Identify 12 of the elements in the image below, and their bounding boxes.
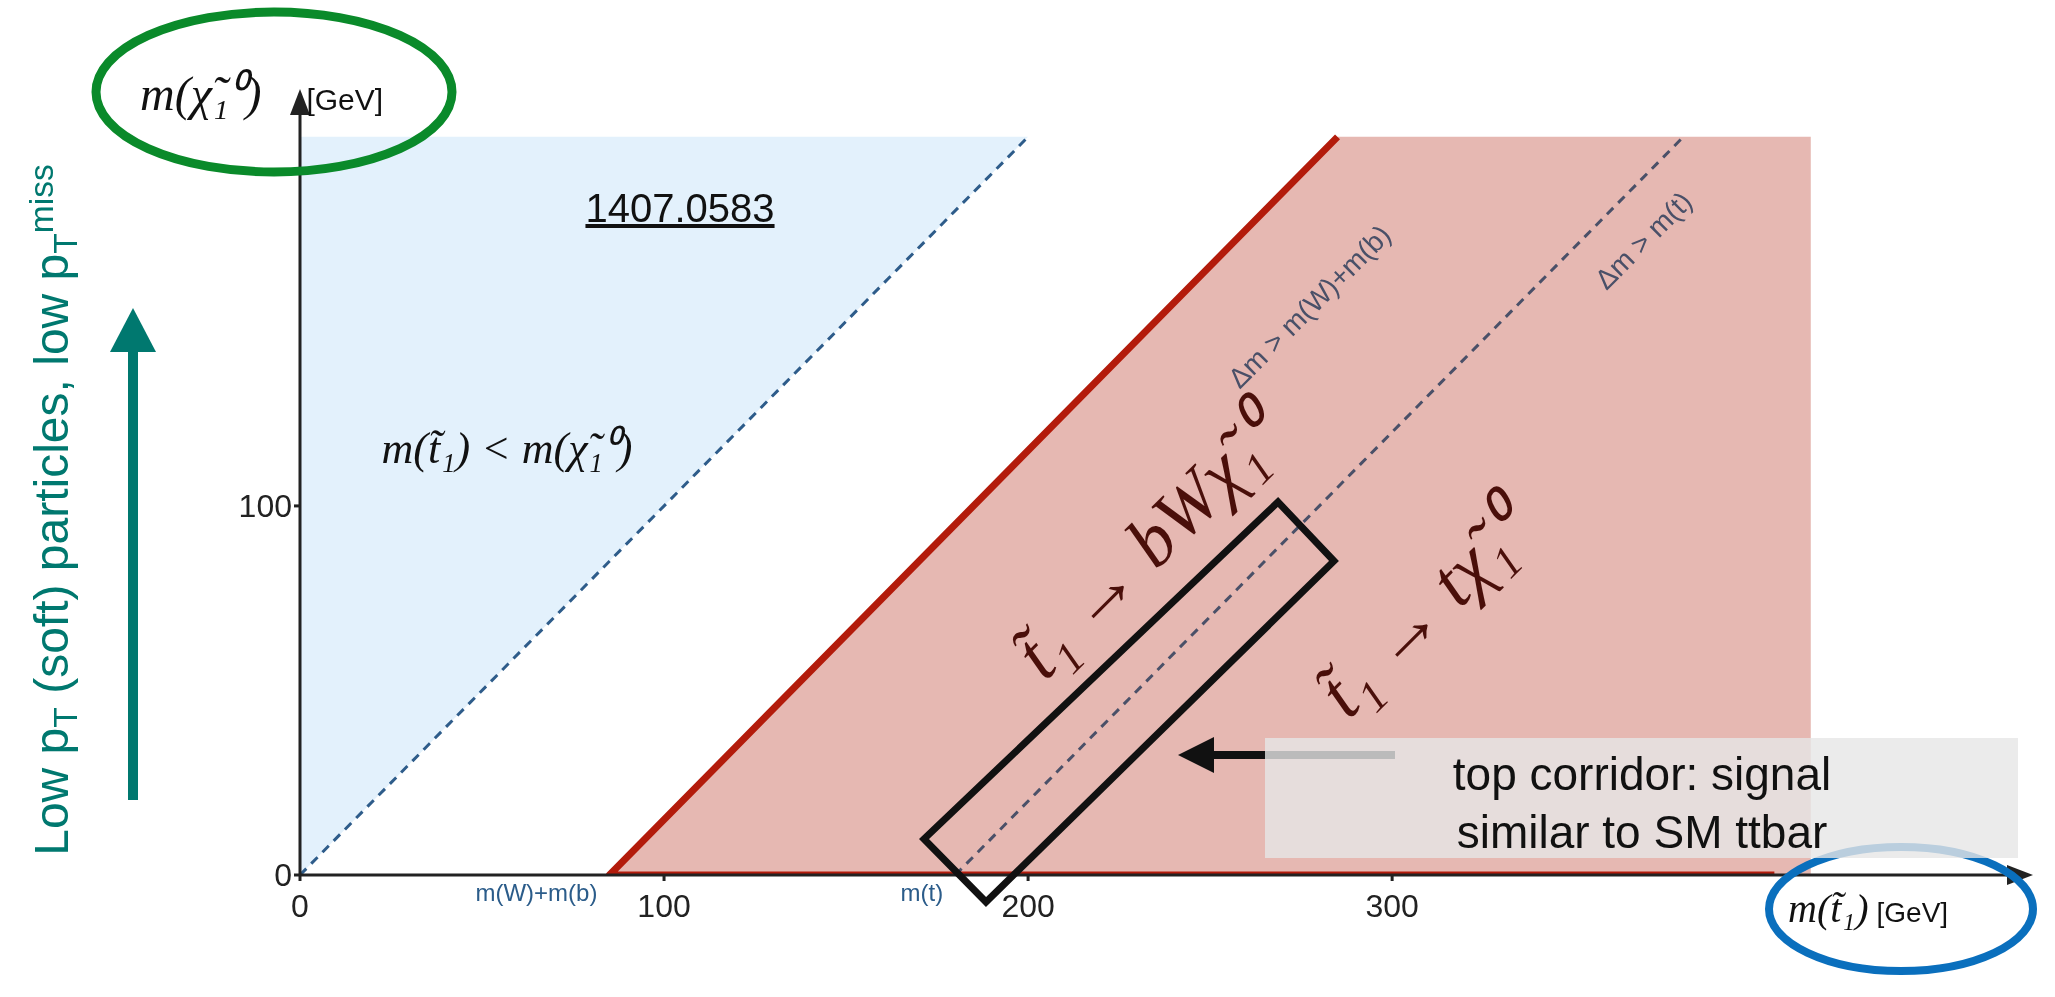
annotation: t̃₁ → tχ̃₁⁰ xyxy=(1301,479,1555,732)
annotation: m(t) xyxy=(900,879,944,906)
annotation: 1407.0583 xyxy=(585,186,775,230)
annotation: top corridor: signal similar to SM ttbar xyxy=(1452,748,1832,858)
annotation: m(t̃₁) < m(χ̃₁⁰) xyxy=(381,424,633,474)
y-axis-title: m(χ̃₁⁰) [GeV] xyxy=(140,67,384,121)
annotation: Δm > m(t) xyxy=(1588,185,1699,296)
x-tick-label: 300 xyxy=(1365,888,1419,924)
x-axis-title: m(t̃₁) [GeV] xyxy=(1788,886,1949,931)
x-tick-label: 200 xyxy=(1001,888,1055,924)
annotation: m(W)+m(b) xyxy=(475,879,598,906)
x-tick-label: 100 xyxy=(637,888,691,924)
